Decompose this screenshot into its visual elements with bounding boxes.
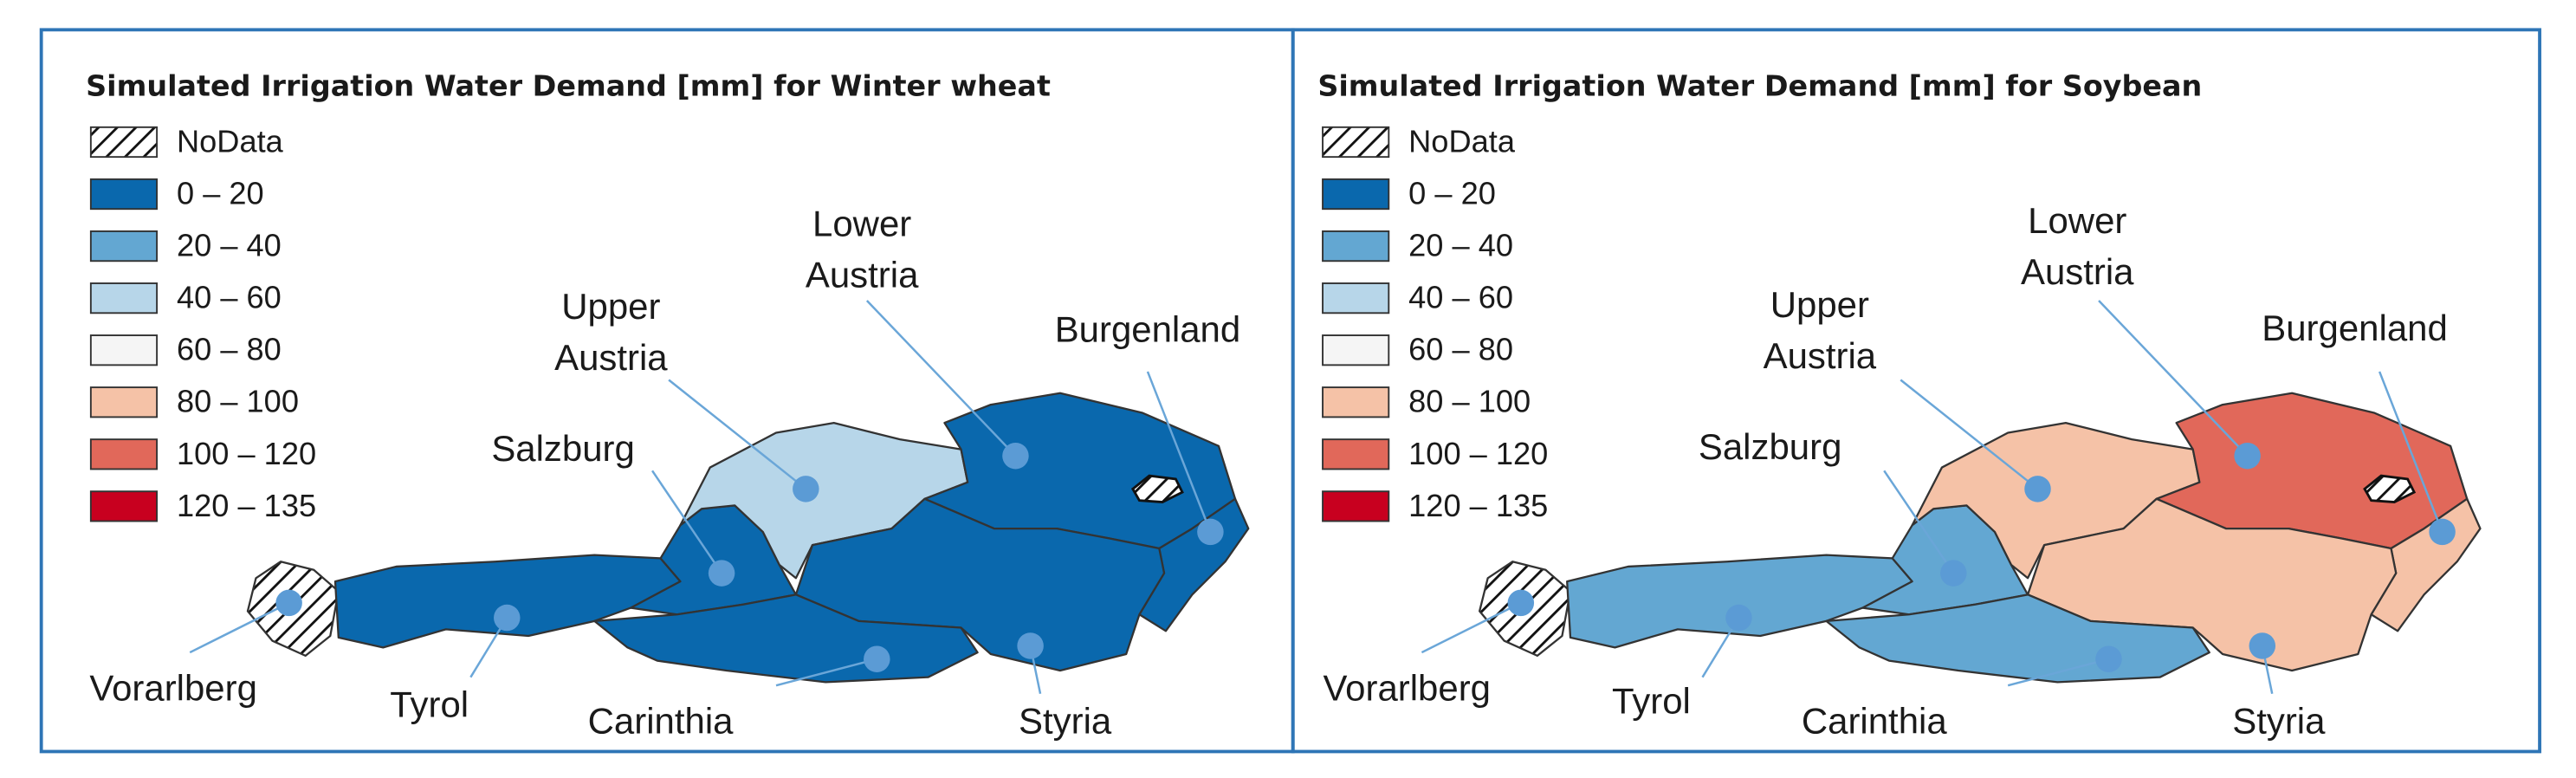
region-label: Burgenland xyxy=(2262,308,2448,348)
panel-title: Simulated Irrigation Water Demand [mm] f… xyxy=(86,69,1051,103)
panel: Simulated Irrigation Water Demand [mm] f… xyxy=(86,69,1250,741)
panel-frame xyxy=(1291,28,2541,754)
legend-swatch xyxy=(89,438,159,470)
legend-label: NoData xyxy=(1408,123,1516,159)
region-label: Salzburg xyxy=(1699,426,1842,467)
region-label: Styria xyxy=(2232,700,2326,741)
region-label: Tyrol xyxy=(390,684,469,724)
panel: Simulated Irrigation Water Demand [mm] f… xyxy=(1317,69,2482,741)
legend-label: NoData xyxy=(177,123,284,159)
legend-swatch xyxy=(1322,282,1390,314)
legend-label: 20 – 40 xyxy=(177,228,282,263)
region-marker xyxy=(1940,560,1967,587)
region-label: Upper xyxy=(1770,284,1869,325)
region-marker xyxy=(2249,632,2276,659)
region-marker xyxy=(494,604,521,632)
legend-swatch xyxy=(89,230,159,263)
legend-swatch xyxy=(1322,126,1390,159)
region-marker xyxy=(1507,589,1535,617)
region-label: Carinthia xyxy=(1802,700,1948,741)
map xyxy=(189,300,1250,694)
region-label: Carinthia xyxy=(588,700,735,741)
region-marker xyxy=(1017,632,1044,659)
region-label: Lower xyxy=(2028,200,2126,241)
region-marker xyxy=(2024,476,2051,502)
leader-line xyxy=(1883,470,1955,574)
region-marker xyxy=(2429,518,2456,546)
legend-swatch xyxy=(89,490,159,522)
map xyxy=(1421,300,2482,694)
legend-label: 0 – 20 xyxy=(177,176,264,211)
legend-swatch xyxy=(1322,334,1390,366)
region xyxy=(2026,497,2398,672)
region-marker xyxy=(1197,518,1224,546)
legend-swatch xyxy=(1322,490,1390,522)
region-marker xyxy=(864,645,890,672)
legend-swatch xyxy=(89,126,159,159)
region-marker xyxy=(1002,442,1029,470)
legend-label: 40 – 60 xyxy=(177,280,282,315)
leader-line xyxy=(651,470,723,574)
legend-swatch xyxy=(89,178,159,211)
legend-label: 100 – 120 xyxy=(177,436,316,471)
legend-label: 100 – 120 xyxy=(1408,436,1548,471)
legend-label: 80 – 100 xyxy=(177,384,299,419)
legend-swatch xyxy=(89,334,159,366)
leader-line xyxy=(1900,379,2039,490)
legend-swatch xyxy=(1322,386,1390,418)
region-label: Vorarlberg xyxy=(89,667,257,708)
region-label: Salzburg xyxy=(491,428,635,469)
vienna xyxy=(1130,474,1184,504)
region-label: Austria xyxy=(1764,335,1877,376)
region-label: Tyrol xyxy=(1612,681,1691,722)
leader-line xyxy=(1421,601,1522,654)
region-label: Austria xyxy=(2021,251,2134,292)
region-label: Austria xyxy=(554,337,668,378)
leader-line xyxy=(668,379,807,490)
legend-swatch xyxy=(1322,438,1390,470)
legend-swatch xyxy=(1322,230,1390,263)
region-marker xyxy=(275,589,302,617)
region-label: Lower xyxy=(812,204,911,244)
legend-swatch xyxy=(89,386,159,418)
legend-label: 60 – 80 xyxy=(177,332,282,367)
legend-swatch xyxy=(1322,178,1390,211)
region-marker xyxy=(2095,645,2122,672)
region-marker xyxy=(1725,604,1752,632)
panel-title: Simulated Irrigation Water Demand [mm] f… xyxy=(1317,69,2202,103)
leader-line xyxy=(2098,300,2249,457)
legend-label: 40 – 60 xyxy=(1408,280,1513,315)
legend-label: 80 – 100 xyxy=(1408,384,1531,419)
leader-line xyxy=(1146,371,1212,533)
region xyxy=(794,497,1166,672)
legend-label: 120 – 135 xyxy=(177,488,316,523)
legend-label: 120 – 135 xyxy=(1408,488,1548,523)
region-label: Austria xyxy=(806,255,919,295)
leader-line xyxy=(2007,658,2109,687)
leader-line xyxy=(775,658,877,687)
region-label: Vorarlberg xyxy=(1324,667,1492,708)
vienna xyxy=(2363,474,2417,504)
legend-label: 20 – 40 xyxy=(1408,228,1513,263)
region-marker xyxy=(2234,442,2261,470)
legend-label: 0 – 20 xyxy=(1408,176,1496,211)
region-marker xyxy=(708,560,735,587)
region-marker xyxy=(793,476,819,502)
leader-line xyxy=(2378,371,2443,533)
leader-line xyxy=(865,300,1017,457)
region-label: Styria xyxy=(1019,700,1112,741)
region-label: Burgenland xyxy=(1055,309,1241,350)
legend-label: 60 – 80 xyxy=(1408,332,1513,367)
legend-swatch xyxy=(89,282,159,314)
region-label: Upper xyxy=(561,286,660,327)
leader-line xyxy=(189,601,290,654)
